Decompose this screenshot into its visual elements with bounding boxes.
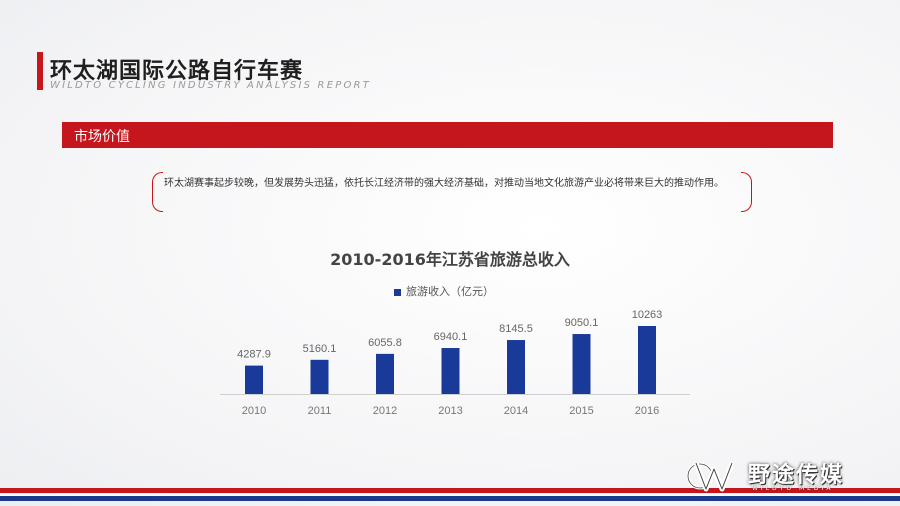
bar <box>507 340 525 394</box>
page-subtitle: WILDTO CYCLING INDUSTRY ANALYSIS REPORT <box>50 80 371 91</box>
x-tick-label: 2016 <box>635 405 659 417</box>
data-label: 4287.9 <box>237 349 271 361</box>
x-tick-label: 2011 <box>308 405 332 417</box>
brand-mark-icon <box>686 462 735 492</box>
data-label: 5160.1 <box>303 343 337 355</box>
chart-legend: 旅游收入（亿元） <box>394 283 494 299</box>
legend-label: 旅游收入（亿元） <box>406 285 494 298</box>
bar <box>310 359 329 394</box>
x-tick-label: 2014 <box>504 405 528 417</box>
bar <box>245 365 263 394</box>
page-title: 环太湖国际公路自行车赛 <box>50 59 304 84</box>
footer-stripe-white <box>0 494 900 496</box>
data-label: 6055.8 <box>368 337 402 349</box>
footer-stripe-red <box>0 488 900 493</box>
section-header: 市场价值 <box>62 122 833 148</box>
description-text: 环太湖赛事起步较晚，但发展势头迅猛，依托长江经济带的强大经济基础，对推动当地文化… <box>164 178 724 189</box>
chart-title: 2010-2016年江苏省旅游总收入 <box>330 250 570 269</box>
bar <box>441 348 460 394</box>
section-label: 市场价值 <box>74 129 130 145</box>
bar <box>376 353 394 394</box>
data-label: 9050.1 <box>565 317 599 329</box>
x-tick-label: 2013 <box>438 405 462 417</box>
description-box: 环太湖赛事起步较晚，但发展势头迅猛，依托长江经济带的强大经济基础，对推动当地文化… <box>152 172 752 212</box>
data-label: 10263 <box>632 309 663 321</box>
bar <box>572 334 591 394</box>
footer-stripe-blue <box>0 496 900 501</box>
legend-swatch <box>394 288 401 296</box>
logo-text: 野途传媒 <box>748 463 845 488</box>
logo-subtext: WILDTO MEDIA <box>752 485 834 492</box>
data-label: 6940.1 <box>434 331 468 343</box>
data-label: 8145.5 <box>499 323 533 335</box>
x-tick-label: 2010 <box>242 405 266 417</box>
brand-logo: 野途传媒 WILDTO MEDIA <box>686 459 886 493</box>
x-tick-label: 2015 <box>569 405 593 417</box>
bar <box>638 326 656 394</box>
title-accent-bar <box>37 52 43 90</box>
x-tick-label: 2012 <box>373 405 397 417</box>
